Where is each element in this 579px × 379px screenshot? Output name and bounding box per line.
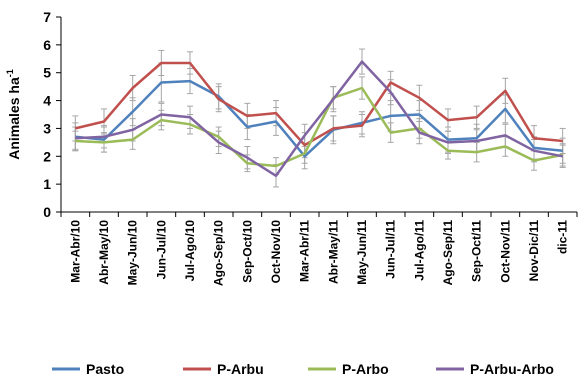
legend-label: Pasto [86,361,124,377]
x-tick-label: Abr-May/11 [326,220,340,284]
y-tick-label: 2 [43,148,51,164]
series-lines [75,60,563,178]
y-tick-label: 6 [43,37,51,53]
x-tick-label: Jul-Ago/11 [412,220,426,281]
y-tick-label: 1 [43,176,51,192]
x-tick-label: Sep-Oct/11 [470,220,484,282]
legend-item: P-Arbo [308,361,389,377]
x-tick-label: May-Jun/11 [355,220,369,285]
series-line [75,61,563,147]
y-axis-title-text: Animales ha-1 [5,69,22,160]
y-axis-title: Animales ha-1 [5,69,22,160]
legend-label: P-Arbo [342,361,389,377]
y-tick-label: 7 [43,9,51,25]
legend: Pasto P-Arbu P-Arbo P-Arbu-Arbo [52,361,554,377]
y-axis-title-superscript: -1 [5,69,15,77]
x-tick-label: Mar-Abr/10 [68,220,82,283]
y-tick-labels: 0 1 2 3 4 5 6 7 [43,9,51,220]
series-line [75,86,563,168]
x-tick-label: Sep-Oct/10 [240,220,254,283]
y-tick-label: 4 [43,93,51,109]
series-line [75,79,563,158]
axes [56,16,578,217]
legend-item: Pasto [52,361,124,377]
x-tick-label: Jun-Jul/10 [154,220,168,280]
legend-label: P-Arbu [217,361,264,377]
y-tick-label: 5 [43,65,51,81]
x-tick-label: Mar-Abr/11 [298,220,312,282]
x-tick-label: Jun-Jul/11 [384,220,398,279]
x-tick-label: Ago-Sep/10 [212,220,226,286]
x-tick-label: May-Jun/10 [126,220,140,286]
x-tick-label: Oct-Nov/10 [269,220,283,284]
y-tick-label: 3 [43,120,51,136]
y-tick-label: 0 [43,204,51,220]
legend-label: P-Arbu-Arbo [470,361,554,377]
x-tick-label: Abr-May/10 [97,220,111,285]
legend-item: P-Arbu [183,361,264,377]
x-tick-label: Ago-Sep/11 [441,220,455,286]
series-line [75,60,563,178]
x-tick-labels: Mar-Abr/10 Abr-May/10 May-Jun/10 Jun-Jul/10… [68,220,569,286]
x-tick-label: dic-11 [556,220,570,254]
x-tick-label: Oct-Nov/11 [498,220,512,283]
x-tick-label: Jul-Ago/10 [183,220,197,282]
x-tick-label: Nov-Dic/11 [527,220,541,282]
legend-item: P-Arbu-Arbo [436,361,554,377]
